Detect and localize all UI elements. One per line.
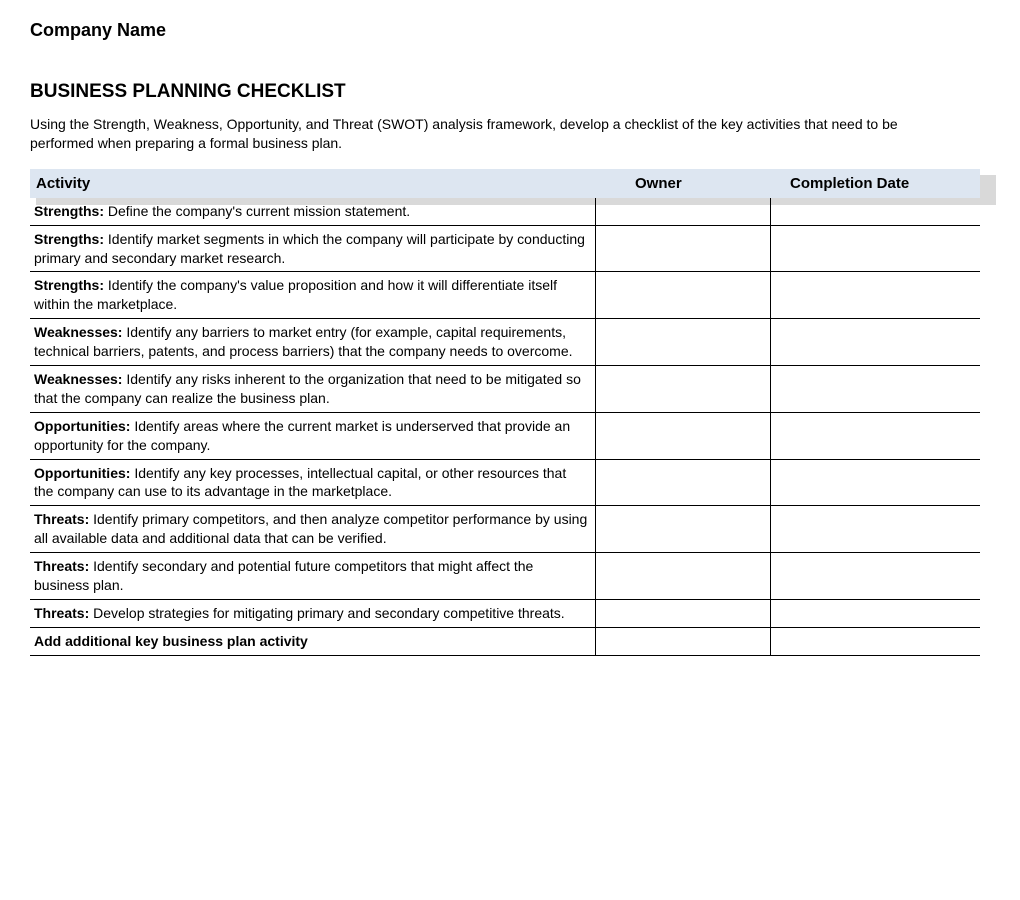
activity-category: Threats:: [34, 511, 89, 527]
table-row: Strengths: Identify the company's value …: [30, 272, 980, 319]
cell-activity: Strengths: Identify market segments in w…: [30, 225, 595, 272]
cell-activity: Add additional key business plan activit…: [30, 627, 595, 655]
activity-category: Threats:: [34, 558, 89, 574]
checklist-table-wrap: Activity Owner Completion Date Strengths…: [30, 169, 990, 656]
cell-completion-date[interactable]: [770, 627, 980, 655]
cell-completion-date[interactable]: [770, 412, 980, 459]
table-row: Weaknesses: Identify any risks inherent …: [30, 366, 980, 413]
activity-category: Weaknesses:: [34, 371, 122, 387]
table-row: Threats: Identify secondary and potentia…: [30, 553, 980, 600]
cell-owner[interactable]: [595, 506, 770, 553]
activity-text: Identify secondary and potential future …: [34, 558, 533, 593]
company-name: Company Name: [30, 20, 990, 41]
table-row: Opportunities: Identify areas where the …: [30, 412, 980, 459]
cell-activity: Threats: Develop strategies for mitigati…: [30, 599, 595, 627]
activity-category: Strengths:: [34, 231, 104, 247]
cell-owner[interactable]: [595, 599, 770, 627]
table-row: Opportunities: Identify any key processe…: [30, 459, 980, 506]
col-header-activity: Activity: [30, 169, 595, 198]
activity-category: Weaknesses:: [34, 324, 122, 340]
cell-completion-date[interactable]: [770, 198, 980, 225]
activity-category: Strengths:: [34, 203, 104, 219]
cell-completion-date[interactable]: [770, 272, 980, 319]
cell-owner[interactable]: [595, 272, 770, 319]
table-row: Strengths: Identify market segments in w…: [30, 225, 980, 272]
cell-activity: Weaknesses: Identify any risks inherent …: [30, 366, 595, 413]
cell-activity: Threats: Identify primary competitors, a…: [30, 506, 595, 553]
cell-completion-date[interactable]: [770, 459, 980, 506]
cell-owner[interactable]: [595, 627, 770, 655]
activity-category: Add additional key business plan activit…: [34, 633, 308, 649]
activity-text: Develop strategies for mitigating primar…: [89, 605, 564, 621]
cell-activity: Opportunities: Identify areas where the …: [30, 412, 595, 459]
activity-text: Define the company's current mission sta…: [104, 203, 410, 219]
col-header-owner: Owner: [595, 169, 770, 198]
page-title: BUSINESS PLANNING CHECKLIST: [30, 81, 990, 103]
checklist-table: Activity Owner Completion Date Strengths…: [30, 169, 980, 656]
activity-category: Opportunities:: [34, 465, 130, 481]
cell-owner[interactable]: [595, 319, 770, 366]
cell-completion-date[interactable]: [770, 599, 980, 627]
cell-owner[interactable]: [595, 198, 770, 225]
cell-owner[interactable]: [595, 366, 770, 413]
cell-completion-date[interactable]: [770, 553, 980, 600]
cell-activity: Weaknesses: Identify any barriers to mar…: [30, 319, 595, 366]
activity-category: Opportunities:: [34, 418, 130, 434]
cell-activity: Strengths: Identify the company's value …: [30, 272, 595, 319]
col-header-completion-date: Completion Date: [770, 169, 980, 198]
description-text: Using the Strength, Weakness, Opportunit…: [30, 115, 950, 153]
table-row: Threats: Develop strategies for mitigati…: [30, 599, 980, 627]
cell-activity: Threats: Identify secondary and potentia…: [30, 553, 595, 600]
cell-owner[interactable]: [595, 412, 770, 459]
table-row: Add additional key business plan activit…: [30, 627, 980, 655]
cell-completion-date[interactable]: [770, 319, 980, 366]
cell-completion-date[interactable]: [770, 366, 980, 413]
activity-text: Identify market segments in which the co…: [34, 231, 585, 266]
activity-text: Identify primary competitors, and then a…: [34, 511, 587, 546]
table-body: Strengths: Define the company's current …: [30, 198, 980, 655]
cell-completion-date[interactable]: [770, 225, 980, 272]
cell-activity: Opportunities: Identify any key processe…: [30, 459, 595, 506]
table-row: Weaknesses: Identify any barriers to mar…: [30, 319, 980, 366]
activity-category: Threats:: [34, 605, 89, 621]
cell-owner[interactable]: [595, 225, 770, 272]
activity-category: Strengths:: [34, 277, 104, 293]
table-row: Strengths: Define the company's current …: [30, 198, 980, 225]
table-header-row: Activity Owner Completion Date: [30, 169, 980, 198]
cell-owner[interactable]: [595, 459, 770, 506]
cell-completion-date[interactable]: [770, 506, 980, 553]
cell-activity: Strengths: Define the company's current …: [30, 198, 595, 225]
cell-owner[interactable]: [595, 553, 770, 600]
activity-text: Identify the company's value proposition…: [34, 277, 557, 312]
table-row: Threats: Identify primary competitors, a…: [30, 506, 980, 553]
